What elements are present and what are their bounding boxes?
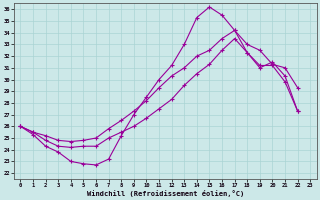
X-axis label: Windchill (Refroidissement éolien,°C): Windchill (Refroidissement éolien,°C) — [87, 190, 244, 197]
